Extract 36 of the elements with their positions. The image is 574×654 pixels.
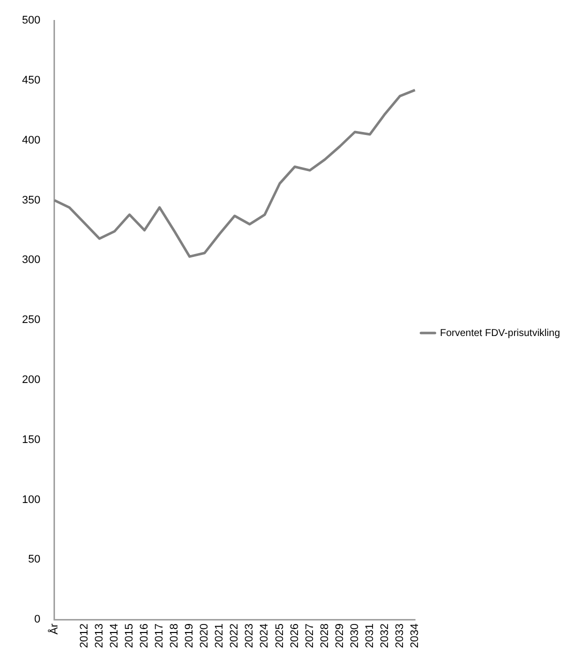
y-tick-label: 100 bbox=[22, 494, 40, 506]
y-tick-label: 450 bbox=[22, 74, 40, 87]
x-tick-label: År bbox=[47, 623, 60, 635]
y-tick-label: 50 bbox=[28, 554, 40, 566]
x-tick-label: 2020 bbox=[198, 624, 211, 648]
x-tick-label: 2021 bbox=[214, 624, 226, 648]
y-tick-label: 0 bbox=[34, 614, 40, 626]
x-tick-label: 2029 bbox=[334, 624, 346, 648]
x-tick-label: 2019 bbox=[184, 624, 196, 648]
x-tick-label: 2030 bbox=[348, 624, 361, 648]
x-tick-label: 2017 bbox=[154, 624, 166, 648]
y-tick-label: 200 bbox=[22, 374, 40, 386]
x-tick-label: 2027 bbox=[304, 624, 316, 648]
y-tick-label: 250 bbox=[22, 314, 40, 326]
x-tick-label: 2012 bbox=[78, 624, 90, 648]
y-tick-label: 500 bbox=[22, 14, 40, 27]
y-tick-label: 300 bbox=[22, 254, 40, 266]
x-tick-label: 2033 bbox=[394, 624, 406, 648]
y-tick-label: 150 bbox=[22, 434, 40, 446]
x-tick-label: 2024 bbox=[258, 624, 271, 648]
x-tick-label: 2034 bbox=[408, 624, 421, 648]
x-tick-label: 2016 bbox=[138, 624, 151, 648]
x-tick-label: 2032 bbox=[378, 624, 391, 648]
legend-label: Forventet FDV-prisutvikling bbox=[440, 328, 560, 339]
x-tick-label: 2013 bbox=[93, 624, 106, 648]
x-tick-label: 2023 bbox=[244, 624, 256, 648]
y-tick-label: 400 bbox=[22, 134, 40, 146]
x-tick-label: 2018 bbox=[168, 624, 181, 648]
x-tick-label: 2014 bbox=[108, 624, 120, 648]
x-tick-label: 2028 bbox=[318, 624, 331, 648]
x-tick-label: 2022 bbox=[228, 624, 241, 648]
x-tick-label: 2026 bbox=[288, 624, 301, 648]
x-tick-label: 2031 bbox=[364, 624, 376, 648]
x-tick-label: 2015 bbox=[124, 624, 136, 648]
y-tick-label: 350 bbox=[22, 194, 40, 206]
x-tick-label: 2025 bbox=[274, 624, 286, 648]
